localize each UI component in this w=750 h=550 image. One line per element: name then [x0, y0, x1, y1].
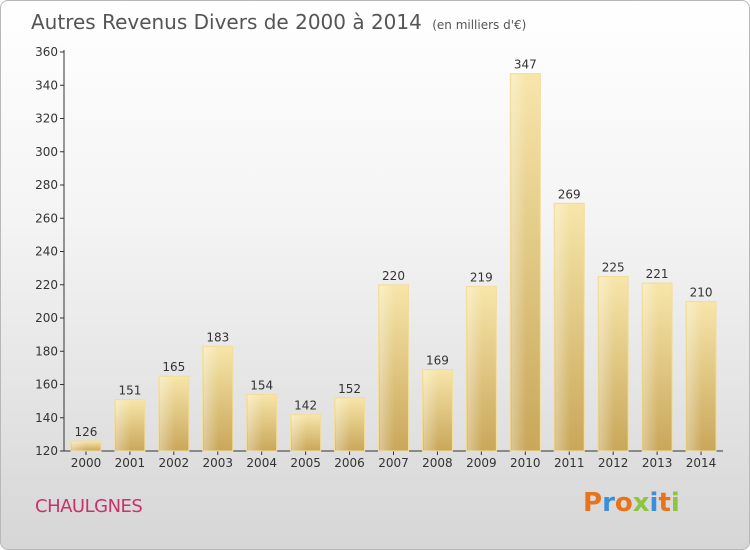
- bar-value-label: 219: [470, 270, 493, 284]
- x-tick-label: 2001: [115, 456, 146, 470]
- bar-value-label: 225: [602, 260, 625, 274]
- bar-highlight: [555, 204, 571, 451]
- x-tick-label: 2011: [554, 456, 585, 470]
- bar-value-label: 152: [338, 382, 361, 396]
- logo-letter: P: [583, 488, 603, 518]
- bar-highlight: [467, 287, 483, 451]
- x-tick-label: 2013: [642, 456, 673, 470]
- x-tick-label: 2010: [510, 456, 541, 470]
- bar-highlight: [115, 400, 131, 451]
- x-tick-label: 2012: [598, 456, 629, 470]
- bar-highlight: [643, 284, 659, 451]
- bar-value-label: 126: [75, 425, 98, 439]
- y-tick-label: 120: [35, 444, 58, 458]
- bar-value-label: 210: [690, 285, 713, 299]
- y-tick-label: 140: [35, 411, 58, 425]
- logo-letter: r: [602, 488, 615, 518]
- proxiti-logo[interactable]: Proxiti: [583, 488, 680, 518]
- bar-value-label: 347: [514, 58, 537, 72]
- chart-subtitle: (en milliers d'€): [432, 18, 527, 32]
- chart-title: Autres Revenus Divers de 2000 à 2014 (en…: [31, 10, 526, 34]
- bar-value-label: 142: [294, 398, 317, 412]
- axes: 120 140 160 180 200 220 240 260 280 300 320 340 360 2…: [35, 45, 723, 470]
- bar-highlight: [379, 285, 395, 451]
- bar-highlight: [159, 377, 175, 451]
- x-tick-label: 2002: [159, 456, 190, 470]
- x-tick-label: 2004: [246, 456, 277, 470]
- x-tick-label: 2009: [466, 456, 497, 470]
- y-tick-label: 320: [35, 112, 58, 126]
- bar-highlight: [511, 74, 527, 452]
- bar-highlight: [335, 398, 351, 451]
- x-tick-label: 2000: [71, 456, 102, 470]
- x-tick-label: 2003: [202, 456, 233, 470]
- bar-value-label: 183: [206, 330, 229, 344]
- x-tick-label: 2007: [378, 456, 409, 470]
- bars: [70, 73, 717, 452]
- x-tick-label: 2006: [334, 456, 365, 470]
- logo-letter: i: [670, 488, 680, 518]
- value-labels: 126 151 165 183 154 142 152 220 169 219 347 269 225 2…: [75, 58, 713, 439]
- y-tick-label: 360: [35, 45, 58, 59]
- bar-highlight: [71, 442, 87, 451]
- y-tick-label: 340: [35, 78, 58, 92]
- bar-highlight: [687, 302, 703, 451]
- logo-letter: i: [649, 488, 659, 518]
- bar-value-label: 154: [250, 378, 273, 392]
- bar-value-label: 151: [118, 383, 141, 397]
- y-tick-label: 180: [35, 344, 58, 358]
- logo-letter: o: [614, 488, 633, 518]
- bar-value-label: 221: [646, 267, 669, 281]
- y-tick-label: 200: [35, 311, 58, 325]
- x-tick-label: 2008: [422, 456, 453, 470]
- logo-letter: t: [658, 488, 671, 518]
- bar-highlight: [599, 277, 615, 451]
- commune-name: CHAULGNES: [35, 496, 143, 517]
- bar-highlight: [291, 415, 307, 451]
- bar-highlight: [203, 347, 219, 451]
- y-tick-label: 260: [35, 211, 58, 225]
- bar-value-label: 220: [382, 269, 405, 283]
- logo-letter: x: [632, 488, 650, 518]
- y-tick-label: 280: [35, 178, 58, 192]
- bar-highlight: [247, 395, 263, 451]
- bar-highlight: [423, 370, 439, 451]
- bar-value-label: 169: [426, 354, 449, 368]
- chart-title-text: Autres Revenus Divers de 2000 à 2014: [31, 10, 422, 34]
- y-tick-label: 240: [35, 245, 58, 259]
- bar-value-label: 165: [162, 360, 185, 374]
- y-tick-label: 160: [35, 378, 58, 392]
- y-tick-label: 300: [35, 145, 58, 159]
- x-tick-label: 2014: [686, 456, 717, 470]
- y-tick-label: 220: [35, 278, 58, 292]
- x-tick-label: 2005: [290, 456, 321, 470]
- bar-value-label: 269: [558, 187, 581, 201]
